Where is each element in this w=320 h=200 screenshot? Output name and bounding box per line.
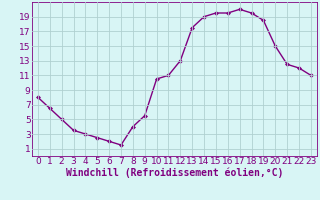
X-axis label: Windchill (Refroidissement éolien,°C): Windchill (Refroidissement éolien,°C) — [66, 168, 283, 178]
